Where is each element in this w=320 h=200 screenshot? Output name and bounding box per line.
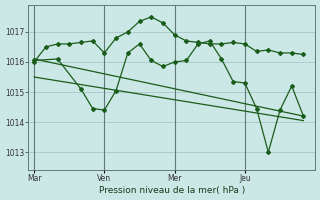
- X-axis label: Pression niveau de la mer( hPa ): Pression niveau de la mer( hPa ): [99, 186, 245, 195]
